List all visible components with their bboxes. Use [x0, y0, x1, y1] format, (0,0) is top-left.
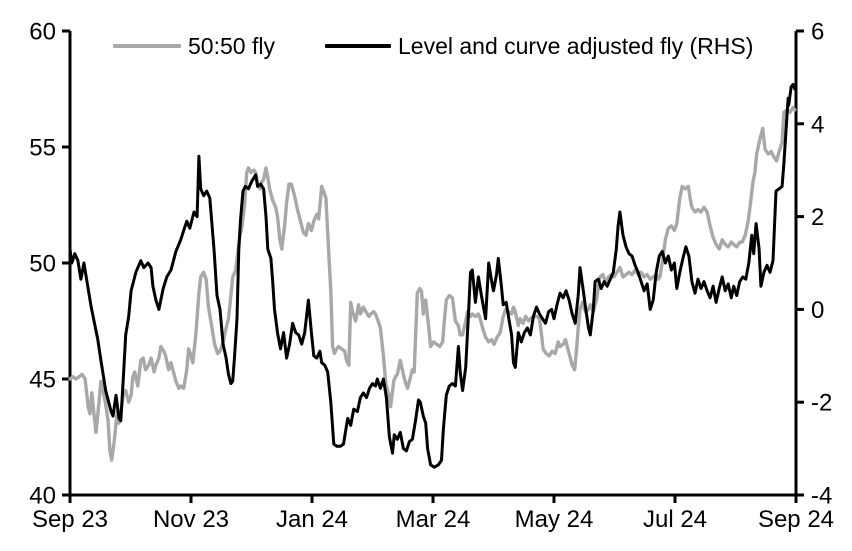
legend-line-sample-gray — [113, 44, 181, 48]
left-axis-tick-label: 50 — [29, 251, 56, 278]
left-axis-tick-label: 40 — [29, 483, 56, 510]
right-axis-tick-label: -2 — [811, 390, 832, 417]
right-axis-tick-label: 2 — [811, 204, 824, 231]
axis-ticks — [62, 29, 804, 503]
x-axis-tick-label: Sep 23 — [32, 506, 108, 533]
legend-item-5050-fly: 50:50 fly — [113, 33, 275, 59]
left-axis-tick-label: 45 — [29, 367, 56, 394]
series-lines — [68, 82, 797, 469]
x-axis-tick-label: Jul 24 — [643, 506, 707, 533]
x-axis-tick-label: Sep 24 — [758, 506, 834, 533]
legend-label-level-curve-adjusted-fly: Level and curve adjusted fly (RHS) — [398, 33, 754, 59]
series-line-level-curve-adjusted-fly — [68, 82, 797, 469]
legend-item-level-curve-adjusted-fly: Level and curve adjusted fly (RHS) — [325, 33, 753, 59]
series-line-5050-fly — [68, 105, 797, 462]
right-axis-tick-label: 4 — [811, 111, 824, 138]
left-axis-tick-label: 60 — [29, 19, 56, 46]
x-axis-tick-label: May 24 — [515, 506, 594, 533]
right-axis-tick-label: -4 — [811, 483, 832, 510]
legend-label-5050-fly: 50:50 fly — [188, 33, 275, 59]
x-axis-tick-label: Mar 24 — [396, 506, 471, 533]
axis-tick-labels: 60 55 50 45 40 6 4 2 0 -2 -4 Sep 23 Nov 23 Jan 24 Mar … — [29, 19, 834, 534]
left-axis-tick-label: 55 — [29, 135, 56, 162]
legend-line-sample-black — [325, 44, 391, 48]
x-axis-tick-label: Nov 23 — [153, 506, 229, 533]
right-axis-tick-label: 0 — [811, 297, 824, 324]
right-axis-tick-label: 6 — [811, 19, 824, 46]
x-axis-tick-label: Jan 24 — [276, 506, 348, 533]
